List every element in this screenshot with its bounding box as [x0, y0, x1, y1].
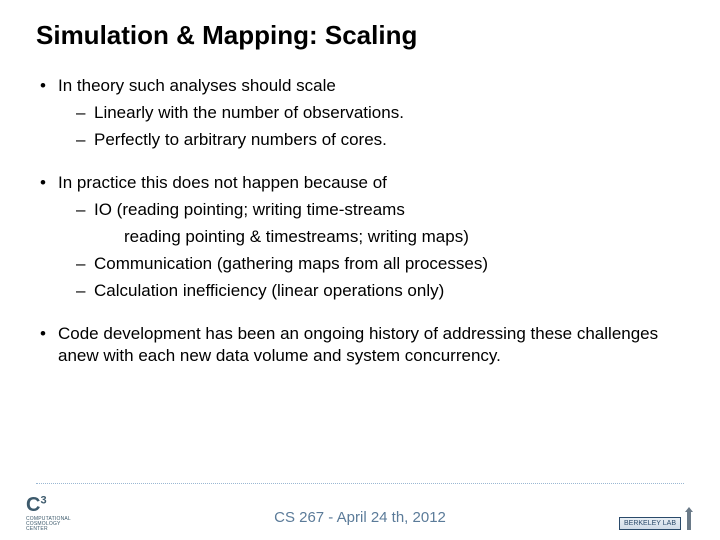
slide-title: Simulation & Mapping: Scaling	[36, 20, 684, 51]
footer-text: CS 267 - April 24 th, 2012	[0, 509, 720, 526]
c3-logo-sup: 3	[40, 494, 46, 506]
c3-logo: C3 COMPUTATIONAL COSMOLOGY CENTER	[26, 494, 74, 532]
c3-logo-main: C3	[26, 494, 74, 517]
footer-divider	[36, 483, 684, 484]
berkeley-lab-tower-icon	[684, 508, 694, 530]
spacer	[36, 307, 684, 323]
bullet-level2: IO (reading pointing; writing time-strea…	[36, 199, 684, 222]
slide-content: In theory such analyses should scale Lin…	[36, 75, 684, 368]
spacer	[36, 156, 684, 172]
footer: CS 267 - April 24 th, 2012	[0, 509, 720, 526]
bullet-level2: Linearly with the number of observations…	[36, 102, 684, 125]
bullet-level1: In theory such analyses should scale	[36, 75, 684, 98]
c3-logo-line3: CENTER	[26, 527, 74, 532]
c3-logo-letter: C	[26, 494, 40, 516]
berkeley-lab-logo: BERKELEY LAB	[619, 508, 694, 530]
bullet-level2: Calculation inefficiency (linear operati…	[36, 280, 684, 303]
bullet-level2: Perfectly to arbitrary numbers of cores.	[36, 129, 684, 152]
bullet-level1: Code development has been an ongoing his…	[36, 323, 684, 369]
bullet-continuation: reading pointing & timestreams; writing …	[36, 226, 684, 249]
bullet-level1: In practice this does not happen because…	[36, 172, 684, 195]
slide: Simulation & Mapping: Scaling In theory …	[0, 0, 720, 540]
berkeley-lab-text: BERKELEY LAB	[619, 517, 681, 530]
bullet-level2: Communication (gathering maps from all p…	[36, 253, 684, 276]
